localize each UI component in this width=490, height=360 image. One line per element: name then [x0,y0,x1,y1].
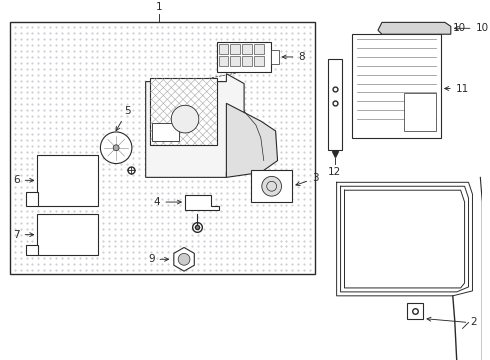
Text: 8: 8 [282,52,305,62]
Bar [219,56,228,66]
Bar [25,246,38,255]
Bar [254,56,264,66]
Circle shape [172,105,199,133]
Circle shape [113,145,119,151]
Bar [37,214,98,255]
Bar [25,192,38,206]
Circle shape [178,253,190,265]
Text: 4: 4 [154,197,181,207]
Bar [219,44,228,54]
Text: 9: 9 [148,254,169,264]
Text: 10: 10 [455,23,489,33]
Text: 12: 12 [328,167,341,177]
Bar [242,44,252,54]
Bar [404,94,436,131]
Polygon shape [146,74,244,177]
Bar [230,44,240,54]
Bar [242,56,252,66]
Circle shape [100,132,132,163]
Bar [408,303,423,319]
Bar [251,170,293,202]
Bar [230,56,240,66]
Bar [352,34,441,138]
Bar [10,22,315,274]
Text: 11: 11 [445,84,469,94]
Bar [328,59,342,150]
Text: 10: 10 [437,23,466,33]
Bar [149,78,217,145]
Polygon shape [226,103,277,177]
Bar [254,44,264,54]
Polygon shape [185,195,219,210]
Bar [37,155,98,206]
Bar [217,42,270,72]
Text: 5: 5 [116,106,131,131]
Text: 1: 1 [156,1,163,12]
Polygon shape [378,22,451,34]
Polygon shape [174,247,195,271]
Circle shape [262,176,282,196]
Text: 2: 2 [470,318,477,328]
Text: 3: 3 [296,174,318,186]
Bar [270,50,278,64]
Text: 7: 7 [13,230,34,240]
Bar [151,123,179,141]
Text: 6: 6 [13,175,34,185]
